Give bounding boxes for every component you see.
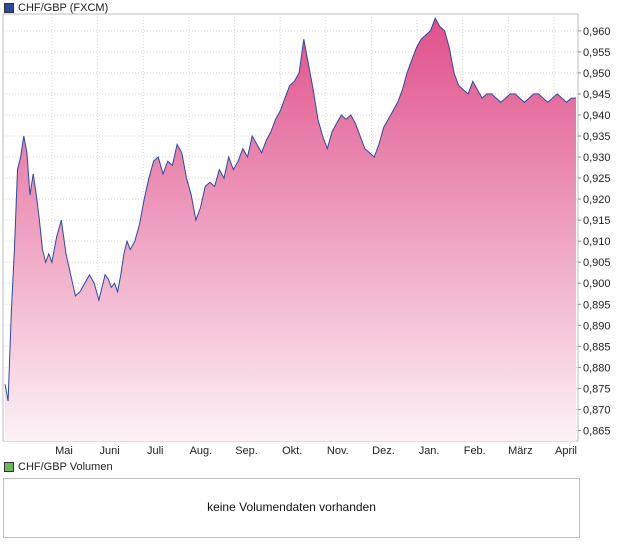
y-tick-label: 0,955: [583, 47, 611, 59]
x-tick-label: Sep.: [235, 445, 258, 457]
price-legend-label: CHF/GBP (FXCM): [18, 2, 109, 14]
x-tick-label: Feb.: [464, 445, 486, 457]
x-tick-label: Nov.: [327, 445, 349, 457]
price-legend: CHF/GBP (FXCM): [4, 2, 108, 14]
x-tick-label: Juli: [147, 445, 164, 457]
y-tick-label: 0,910: [583, 236, 611, 248]
y-tick-label: 0,960: [583, 26, 611, 38]
volume-panel: keine Volumendaten vorhanden: [3, 478, 580, 538]
y-axis-tick-labels: 0,865 0,870 0,875 0,880 0,885 0,890 0,895 0,900…: [583, 26, 611, 438]
volume-legend-label: CHF/GBP Volumen: [18, 461, 113, 473]
price-line: [4, 17, 576, 402]
x-tick-label: Mai: [55, 445, 73, 457]
price-area-fill: [5, 18, 576, 441]
x-tick-label: März: [508, 445, 532, 457]
price-legend-swatch: [4, 3, 14, 13]
x-tick-label: Jan.: [419, 445, 440, 457]
volume-empty-message: keine Volumendaten vorhanden: [207, 500, 376, 514]
y-gridlines: [3, 30, 581, 431]
y-tick-label: 0,895: [583, 299, 611, 311]
y-tick-label: 0,890: [583, 320, 611, 332]
x-tick-label: Aug.: [190, 445, 213, 457]
x-tick-label: Okt.: [282, 445, 302, 457]
y-tick-label: 0,930: [583, 152, 611, 164]
x-tick-label: Dez.: [372, 445, 395, 457]
y-tick-label: 0,905: [583, 257, 611, 269]
y-tick-label: 0,950: [583, 68, 611, 80]
y-tick-label: 0,935: [583, 131, 611, 143]
y-tick-label: 0,865: [583, 425, 611, 437]
y-tick-label: 0,925: [583, 173, 611, 185]
x-tick-label: April: [555, 445, 577, 457]
y-tick-label: 0,945: [583, 89, 611, 101]
y-tick-label: 0,900: [583, 278, 611, 290]
price-chart: 0,865 0,870 0,875 0,880 0,885 0,890 0,895 0,900…: [2, 13, 611, 457]
y-tick-label: 0,915: [583, 215, 611, 227]
y-tick-label: 0,920: [583, 194, 611, 206]
x-tick-label: Juni: [100, 445, 120, 457]
y-tick-label: 0,870: [583, 404, 611, 416]
y-tick-label: 0,880: [583, 362, 611, 374]
y-tick-label: 0,940: [583, 110, 611, 122]
x-axis-tick-labels: Mai Juni Juli Aug. Sep. Okt. Nov. Dez. Jan. Feb. M…: [55, 445, 577, 457]
volume-legend: CHF/GBP Volumen: [4, 461, 113, 473]
y-tick-label: 0,875: [583, 383, 611, 395]
volume-legend-swatch: [4, 462, 14, 472]
y-tick-label: 0,885: [583, 341, 611, 353]
